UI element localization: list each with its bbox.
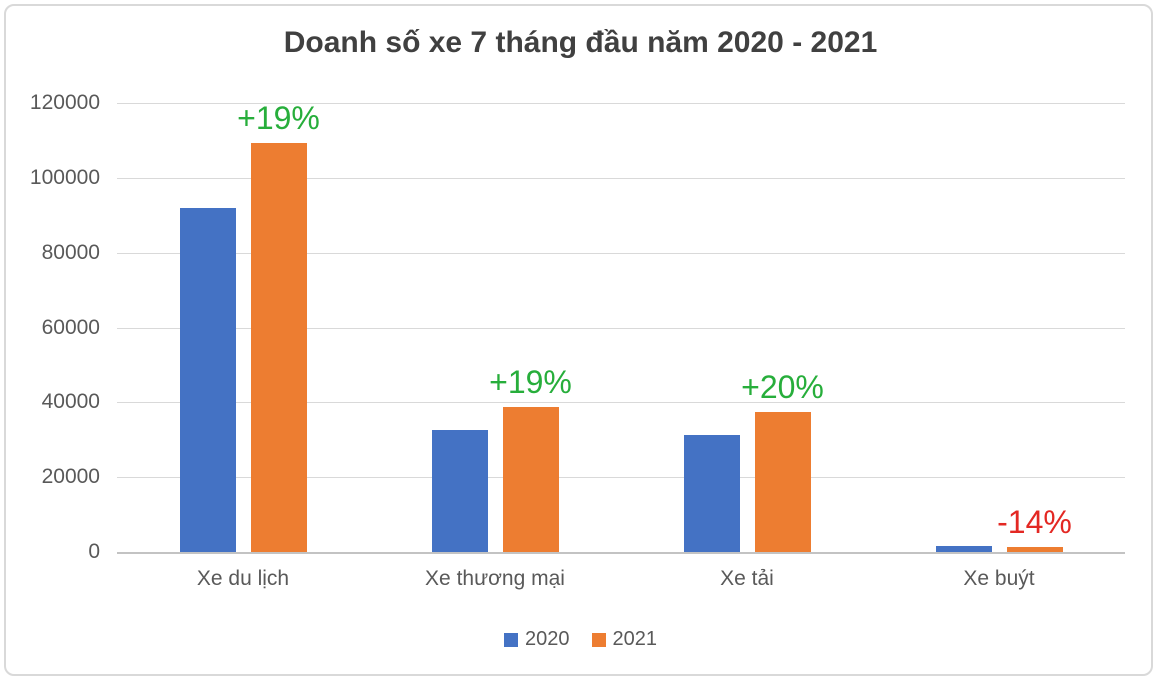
gridline [117,402,1125,404]
category-label: Xe thương mại [425,567,565,590]
plot-area [117,103,1125,554]
bar-2021-3 [754,411,811,552]
gridline [117,103,1125,104]
bar-2021-4 [1006,547,1063,552]
legend-label-2021: 2021 [612,628,658,650]
bar-2020-3 [683,435,740,552]
annotation: +19% [237,100,320,137]
annotation: +20% [741,368,824,405]
legend-swatch-2020 [504,632,518,647]
bar-2020-2 [431,430,488,552]
gridline [117,477,1125,479]
category-label: Xe du lịch [196,567,290,590]
legend-label-2020: 2020 [525,628,570,650]
y-tick-label: 20000 [41,465,100,489]
bar-2020-1 [179,207,236,552]
category-label: Xe buýt [963,567,1035,590]
gridline [117,252,1125,254]
bar-2020-4 [935,546,992,552]
bar-2021-2 [502,407,559,552]
category-label: Xe tải [720,567,774,590]
legend: 2020 2021 [0,628,1161,651]
legend-item-2021: 2021 [591,628,658,651]
y-tick-label: 0 [88,540,100,563]
legend-item-2020: 2020 [504,628,570,651]
x-axis-line [117,552,1125,554]
y-tick-label: 40000 [41,390,100,414]
legend-swatch-2021 [591,632,606,647]
gridline [117,327,1125,329]
annotation: +19% [489,364,572,401]
annotation: -14% [997,504,1072,541]
chart-title: Doanh số xe 7 tháng đầu năm 2020 - 2021 [283,26,878,59]
y-tick-label: 120000 [29,91,100,114]
y-tick-label: 60000 [41,315,100,339]
y-tick-label: 100000 [29,165,100,189]
y-tick-label: 80000 [41,240,100,264]
bar-2021-1 [250,143,307,552]
gridline [117,177,1125,179]
